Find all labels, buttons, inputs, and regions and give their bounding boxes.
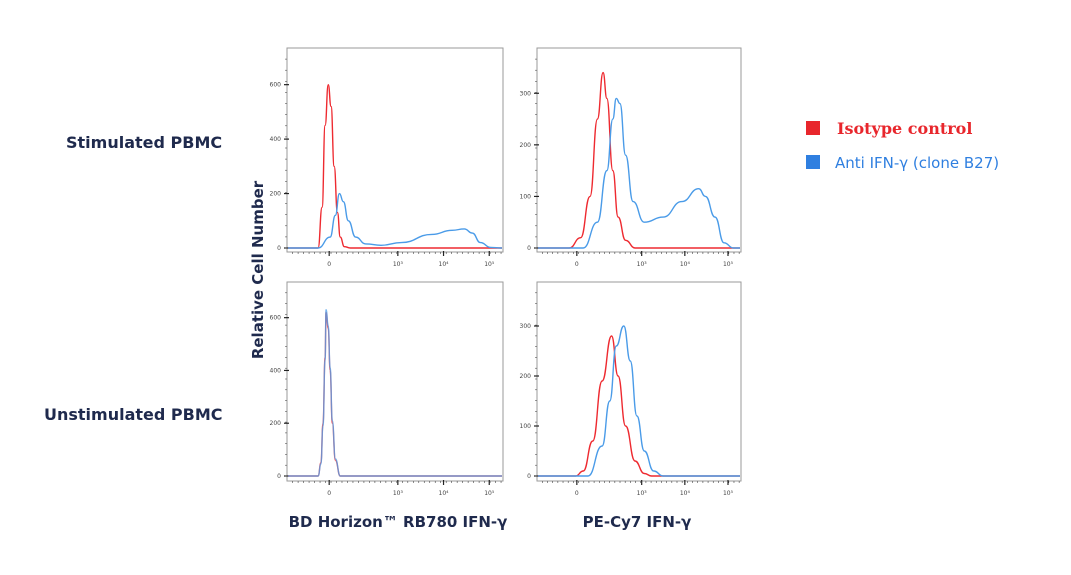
legend-label-isotype: Isotype control bbox=[837, 119, 972, 138]
x-tick-label: 10³ bbox=[393, 490, 404, 497]
x-tick-label: 10⁴ bbox=[439, 490, 450, 497]
legend: Isotype control Anti IFN-γ (clone B27) bbox=[806, 119, 999, 172]
plot-frame bbox=[286, 47, 504, 253]
legend-label-anti-ifn: Anti IFN-γ (clone B27) bbox=[835, 154, 999, 172]
x-tick-label: 10⁵ bbox=[484, 490, 495, 497]
x-tick-label: 10⁵ bbox=[723, 490, 734, 497]
x-tick-label: 10⁴ bbox=[680, 261, 691, 268]
plot-frame bbox=[286, 281, 504, 482]
y-tick-label: 0 bbox=[527, 245, 531, 252]
x-tick-label: 10⁵ bbox=[723, 261, 734, 268]
row-label-stimulated: Stimulated PBMC bbox=[66, 133, 222, 152]
histogram-panel-3: 0 200 400 600 0 10³ 10⁴ 10⁵ bbox=[270, 281, 504, 497]
y-tick-label: 300 bbox=[520, 90, 532, 97]
y-axis-label: Relative Cell Number bbox=[249, 180, 267, 359]
y-tick-label: 400 bbox=[270, 367, 282, 374]
legend-swatch-anti-ifn bbox=[806, 155, 820, 169]
anti-ifn-gamma-curve bbox=[287, 309, 502, 477]
histogram-panel-4: 0 100 200 300 0 10³ 10⁴ 10⁵ bbox=[520, 281, 742, 497]
y-tick-label: 600 bbox=[270, 82, 282, 89]
x-tick-label: 0 bbox=[327, 490, 331, 497]
histogram-panels: 0 200 400 600 0 10³ 10⁴ 10⁵ 0 100 200 300 0 10³ 10⁴ 10⁵… bbox=[270, 47, 742, 497]
y-tick-label: 200 bbox=[520, 373, 532, 380]
y-tick-label: 200 bbox=[270, 191, 282, 198]
y-tick-label: 200 bbox=[520, 142, 532, 149]
y-tick-label: 100 bbox=[520, 193, 532, 200]
isotype-control-curve bbox=[288, 83, 502, 249]
y-tick-label: 300 bbox=[520, 323, 532, 330]
y-tick-label: 600 bbox=[270, 315, 282, 322]
x-axis-label-pecy7: PE-Cy7 IFN-γ bbox=[583, 513, 692, 531]
anti-ifn-gamma-curve bbox=[538, 97, 740, 249]
x-tick-label: 0 bbox=[575, 490, 579, 497]
x-tick-label: 10³ bbox=[637, 490, 648, 497]
histogram-panel-2: 0 100 200 300 0 10³ 10⁴ 10⁵ bbox=[520, 47, 742, 268]
isotype-control-curve bbox=[538, 71, 740, 249]
histogram-panel-1: 0 200 400 600 0 10³ 10⁴ 10⁵ bbox=[270, 47, 504, 268]
x-tick-label: 0 bbox=[575, 261, 579, 268]
x-axis-label-rb780: BD Horizon™ RB780 IFN-γ bbox=[289, 513, 508, 531]
x-tick-label: 10³ bbox=[637, 261, 648, 268]
plot-frame bbox=[536, 47, 742, 253]
y-tick-label: 0 bbox=[527, 473, 531, 480]
y-tick-label: 400 bbox=[270, 136, 282, 143]
y-tick-label: 200 bbox=[270, 420, 282, 427]
anti-ifn-gamma-curve bbox=[537, 325, 740, 477]
plot-frame bbox=[536, 281, 742, 482]
x-tick-label: 10⁴ bbox=[439, 261, 450, 268]
x-tick-label: 10⁵ bbox=[484, 261, 495, 268]
x-tick-label: 0 bbox=[327, 261, 331, 268]
y-tick-label: 100 bbox=[520, 423, 532, 430]
row-label-unstimulated: Unstimulated PBMC bbox=[44, 405, 223, 424]
isotype-control-curve bbox=[287, 311, 502, 477]
y-tick-label: 0 bbox=[277, 473, 281, 480]
legend-swatch-isotype bbox=[806, 121, 820, 135]
anti-ifn-gamma-curve bbox=[288, 192, 503, 249]
x-tick-label: 10⁴ bbox=[680, 490, 691, 497]
x-tick-label: 10³ bbox=[393, 261, 404, 268]
y-tick-label: 0 bbox=[277, 245, 281, 252]
isotype-control-curve bbox=[537, 335, 740, 477]
